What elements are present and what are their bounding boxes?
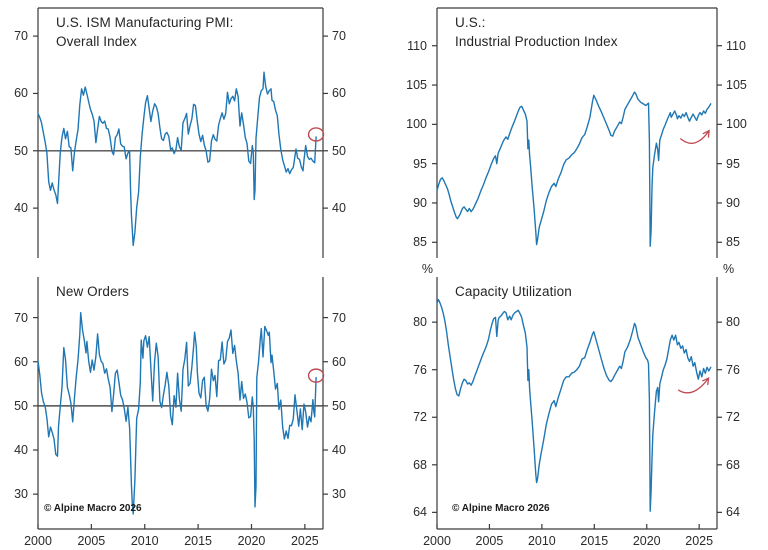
y-tick-label: 76: [726, 362, 740, 377]
copyright-label: © Alpine Macro 2026: [452, 503, 550, 514]
x-tick-label: 2020: [237, 534, 266, 548]
data-series-line: [436, 298, 712, 512]
x-tick-label: 2025: [290, 534, 319, 548]
y-tick-label: 40: [332, 443, 346, 457]
y-tick-label: 100: [726, 117, 747, 132]
data-series-line: [37, 312, 317, 515]
chart-title-line: New Orders: [56, 284, 130, 299]
x-tick-label: 2015: [184, 534, 213, 548]
y-tick-label: 110: [726, 38, 746, 53]
x-tick-label: 2005: [475, 534, 504, 548]
y-tick-label: 105: [406, 78, 427, 93]
chart-title-capacity-utilization: Capacity Utilization: [455, 282, 572, 301]
chart-title-line: Overall Index: [56, 34, 137, 49]
highlight-circle-annotation: [307, 368, 325, 383]
x-tick-label: 2010: [130, 534, 159, 548]
chart-title-line: Capacity Utilization: [455, 284, 572, 299]
y-tick-label: 60: [14, 354, 28, 369]
y-tick-label: 50: [332, 143, 346, 158]
arrowhead-icon: [702, 376, 710, 386]
y-tick-label: 70: [332, 310, 346, 325]
y-tick-label: 100: [406, 117, 427, 132]
x-tick-label: 2000: [423, 534, 451, 548]
data-series-line: [436, 91, 712, 247]
chart-title-new-orders: New Orders: [56, 282, 129, 301]
y-tick-label: 90: [413, 195, 427, 210]
y-tick-label: 70: [332, 29, 346, 44]
y-tick-label: 76: [413, 362, 427, 377]
y-tick-label: 110: [407, 38, 427, 53]
x-tick-label: 2015: [580, 534, 609, 548]
y-tick-label: 105: [726, 78, 747, 93]
y-tick-label: 72: [413, 410, 427, 425]
y-tick-label: 40: [332, 201, 346, 216]
y-tick-label: 64: [726, 505, 740, 520]
y-tick-label: 50: [332, 398, 346, 413]
y-tick-label: 85: [413, 235, 427, 250]
y-tick-label: 70: [14, 310, 28, 325]
x-tick-label: 2025: [685, 534, 714, 548]
chart-title-ism-pmi: U.S. ISM Manufacturing PMI: Overall Inde…: [56, 13, 234, 51]
y-tick-label: 68: [726, 457, 740, 472]
x-tick-label: 2010: [527, 534, 556, 548]
x-tick-label: 2005: [77, 534, 106, 548]
y-tick-label: 85: [726, 235, 740, 250]
y-tick-label: 72: [726, 410, 740, 425]
trend-arrow-annotation: [677, 377, 710, 394]
percent-unit-label: %: [421, 262, 433, 276]
chart-title-line: U.S.:: [455, 15, 486, 30]
chart-title-industrial-production: U.S.: Industrial Production Index: [455, 13, 618, 51]
y-tick-label: 95: [413, 156, 427, 171]
percent-unit-label: %: [723, 262, 735, 276]
highlight-circle-annotation: [307, 127, 325, 142]
y-tick-label: 50: [14, 143, 28, 158]
x-tick-label: 2020: [632, 534, 661, 548]
y-tick-label: 30: [14, 487, 28, 502]
chart-title-line: Industrial Production Index: [455, 34, 618, 49]
y-tick-label: 40: [14, 201, 28, 216]
y-tick-label: 90: [726, 195, 740, 210]
y-tick-label: 95: [726, 156, 740, 171]
data-series-line: [37, 71, 317, 247]
y-tick-label: 40: [14, 443, 28, 457]
arrowhead-icon: [702, 129, 710, 138]
copyright-label: © Alpine Macro 2026: [44, 503, 142, 514]
y-tick-label: 60: [332, 354, 346, 369]
trend-arrow-annotation: [679, 130, 710, 144]
y-tick-label: 80: [413, 315, 427, 330]
y-tick-label: 64: [413, 505, 427, 520]
chart-title-line: U.S. ISM Manufacturing PMI:: [56, 15, 234, 30]
y-tick-label: 80: [726, 315, 740, 330]
y-tick-label: 60: [332, 86, 346, 101]
x-tick-label: 2000: [24, 534, 52, 548]
y-tick-label: 50: [14, 398, 28, 413]
y-tick-label: 68: [413, 457, 427, 472]
y-tick-label: 30: [332, 487, 346, 502]
y-tick-label: 60: [14, 86, 28, 101]
y-tick-label: 70: [14, 29, 28, 44]
